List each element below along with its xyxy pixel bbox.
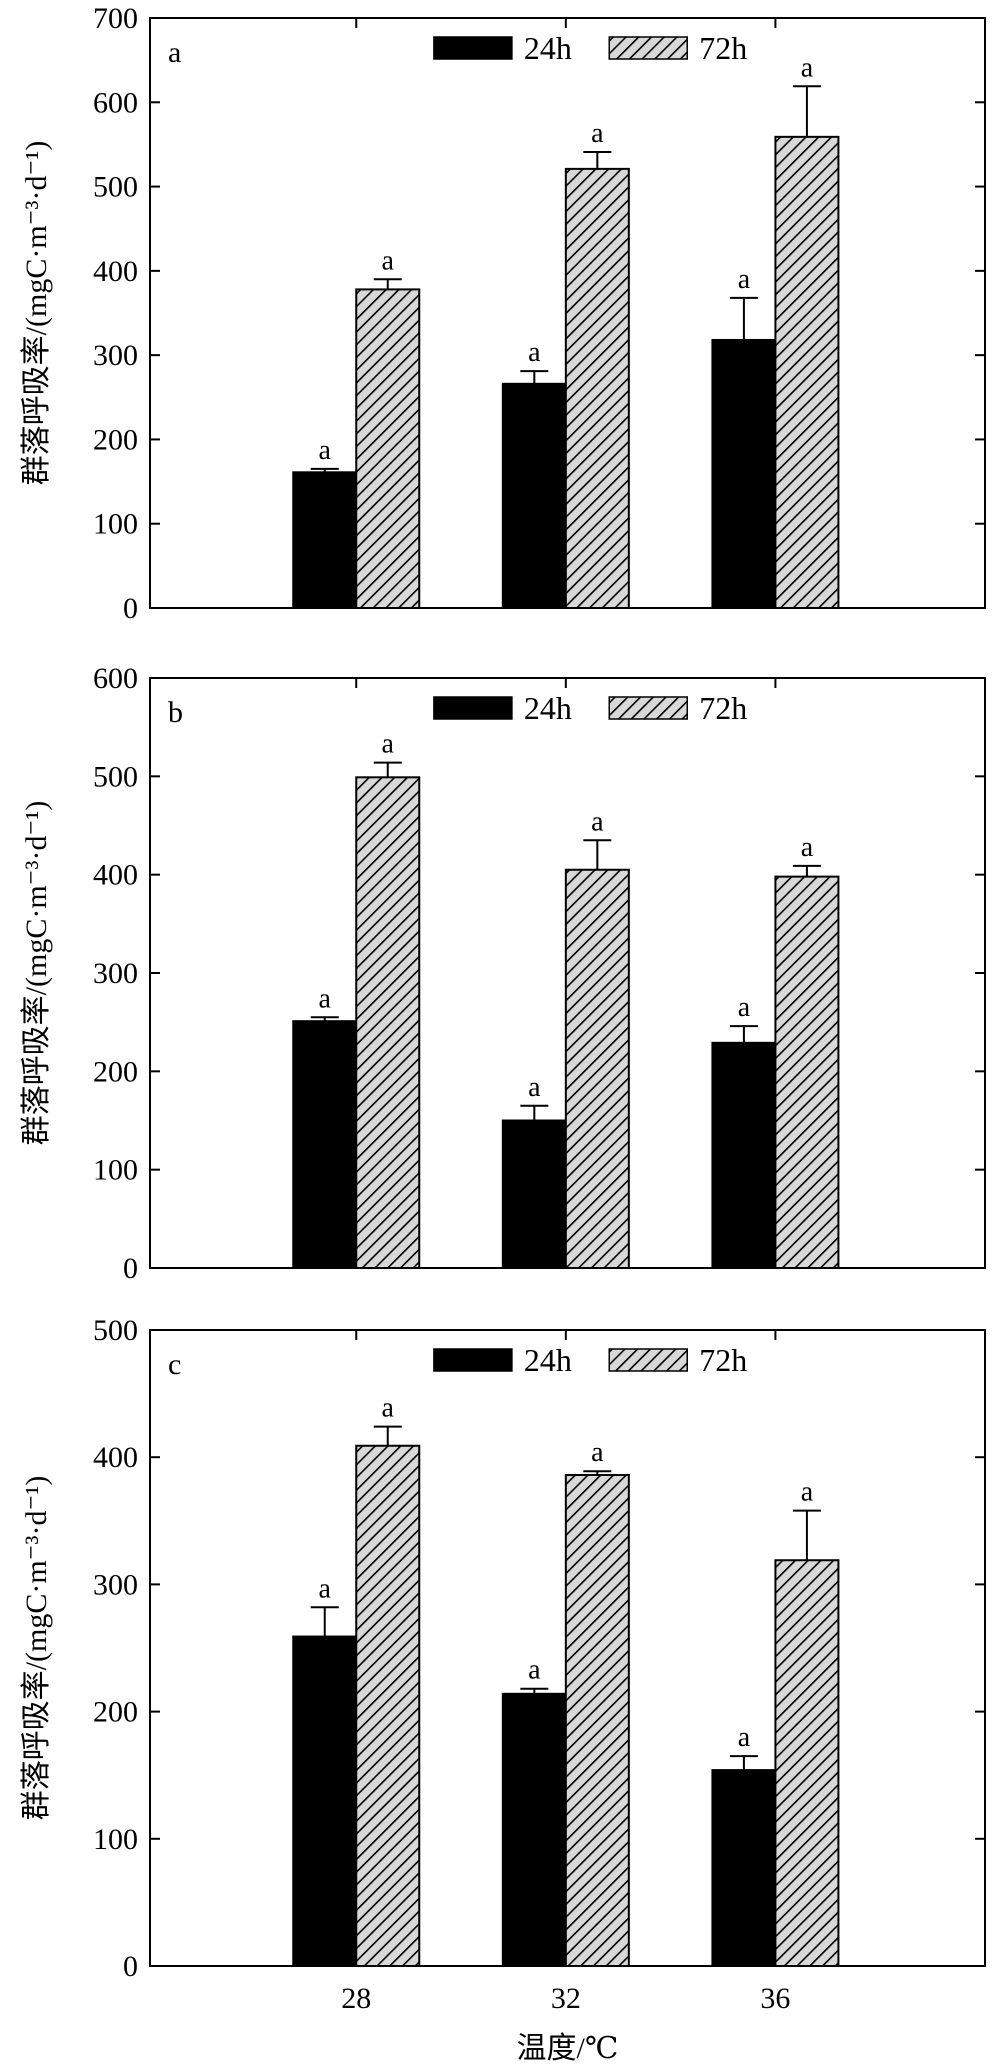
y-tick-label: 500 <box>93 1314 138 1347</box>
y-tick-label: 0 <box>123 592 138 625</box>
y-tick-label: 500 <box>93 760 138 793</box>
significance-label: a <box>801 52 814 83</box>
significance-label: a <box>319 1573 332 1604</box>
y-tick-label: 300 <box>93 339 138 372</box>
bar-24h-28 <box>292 471 358 609</box>
bar-72h-36 <box>774 1559 840 1968</box>
significance-label: a <box>382 245 395 276</box>
y-axis-title: 群落呼吸率/(mgC·m⁻³·d⁻¹) <box>20 141 53 486</box>
legend-label-24h: 24h <box>524 1342 572 1378</box>
y-tick-label: 200 <box>93 423 138 456</box>
y-tick-label: 500 <box>93 171 138 204</box>
significance-label: a <box>738 264 751 295</box>
significance-label: a <box>319 983 332 1014</box>
x-tick-label: 36 <box>760 1982 790 2015</box>
legend-swatch-72h <box>608 36 688 60</box>
y-tick-label: 100 <box>93 1154 138 1187</box>
significance-label: a <box>528 1655 541 1686</box>
y-axis-title: 群落呼吸率/(mgC·m⁻³·d⁻¹) <box>20 801 53 1146</box>
y-tick-label: 0 <box>123 1252 138 1285</box>
bar-24h-32 <box>501 382 567 609</box>
y-axis-title: 群落呼吸率/(mgC·m⁻³·d⁻¹) <box>20 1476 53 1821</box>
bar-72h-36 <box>774 135 840 609</box>
panel-label: a <box>168 36 181 69</box>
significance-label: a <box>528 337 541 368</box>
legend-swatch-72h <box>608 696 688 720</box>
bar-24h-28 <box>292 1635 358 1967</box>
x-axis-title: 温度/℃ <box>517 2032 619 2065</box>
legend-label-24h: 24h <box>524 30 572 66</box>
significance-label: a <box>319 435 332 466</box>
y-tick-label: 400 <box>93 255 138 288</box>
bar-24h-36 <box>711 338 777 609</box>
bar-24h-36 <box>711 1769 777 1968</box>
bar-72h-32 <box>564 1474 630 1968</box>
significance-label: a <box>738 992 751 1023</box>
y-tick-label: 700 <box>93 2 138 35</box>
legend-label-24h: 24h <box>524 690 572 726</box>
bar-72h-32 <box>564 868 630 1269</box>
panel-label: c <box>168 1348 181 1381</box>
significance-label: a <box>801 832 814 863</box>
y-tick-label: 200 <box>93 1055 138 1088</box>
significance-label: a <box>738 1722 751 1753</box>
bar-24h-32 <box>501 1119 567 1269</box>
significance-label: a <box>591 1437 604 1468</box>
y-tick-label: 100 <box>93 508 138 541</box>
y-tick-label: 400 <box>93 1441 138 1474</box>
legend-swatch-24h <box>433 36 513 60</box>
y-tick-label: 0 <box>123 1950 138 1983</box>
y-tick-label: 600 <box>93 662 138 695</box>
bar-24h-36 <box>711 1041 777 1269</box>
y-tick-label: 300 <box>93 1568 138 1601</box>
significance-label: a <box>591 118 604 149</box>
legend-label-72h: 72h <box>699 690 747 726</box>
significance-label: a <box>801 1477 814 1508</box>
significance-label: a <box>528 1072 541 1103</box>
y-tick-label: 300 <box>93 957 138 990</box>
panel-label: b <box>168 696 183 729</box>
x-tick-label: 32 <box>551 1982 581 2015</box>
y-tick-label: 600 <box>93 86 138 119</box>
panel-c: 0 100 200 300 400 500 28 32 36 a a a a a a c 24h 72h 群落呼吸率… <box>20 1314 986 2065</box>
legend-swatch-24h <box>433 1348 513 1372</box>
bar-72h-32 <box>564 167 630 609</box>
bar-72h-28 <box>355 776 421 1269</box>
y-tick-label: 400 <box>93 859 138 892</box>
legend-label-72h: 72h <box>699 1342 747 1378</box>
bar-24h-28 <box>292 1020 358 1270</box>
bar-72h-36 <box>774 875 840 1270</box>
panel-a: 0 100 200 300 400 500 600 700 a a a a a a a 24h 72h 群落呼吸率… <box>20 2 986 625</box>
significance-label: a <box>382 1393 395 1424</box>
y-tick-label: 200 <box>93 1696 138 1729</box>
legend-swatch-24h <box>433 696 513 720</box>
y-tick-label: 100 <box>93 1823 138 1856</box>
x-tick-label: 28 <box>341 1982 371 2015</box>
legend-swatch-72h <box>608 1348 688 1372</box>
significance-label: a <box>382 729 395 760</box>
bar-24h-32 <box>501 1692 567 1967</box>
bar-72h-28 <box>355 1444 421 1967</box>
significance-label: a <box>591 806 604 837</box>
bar-72h-28 <box>355 288 421 609</box>
legend-label-72h: 72h <box>699 30 747 66</box>
panel-b: 0 100 200 300 400 500 600 a a a a a a b 24h 72h 群落呼吸率/(m… <box>20 662 986 1285</box>
